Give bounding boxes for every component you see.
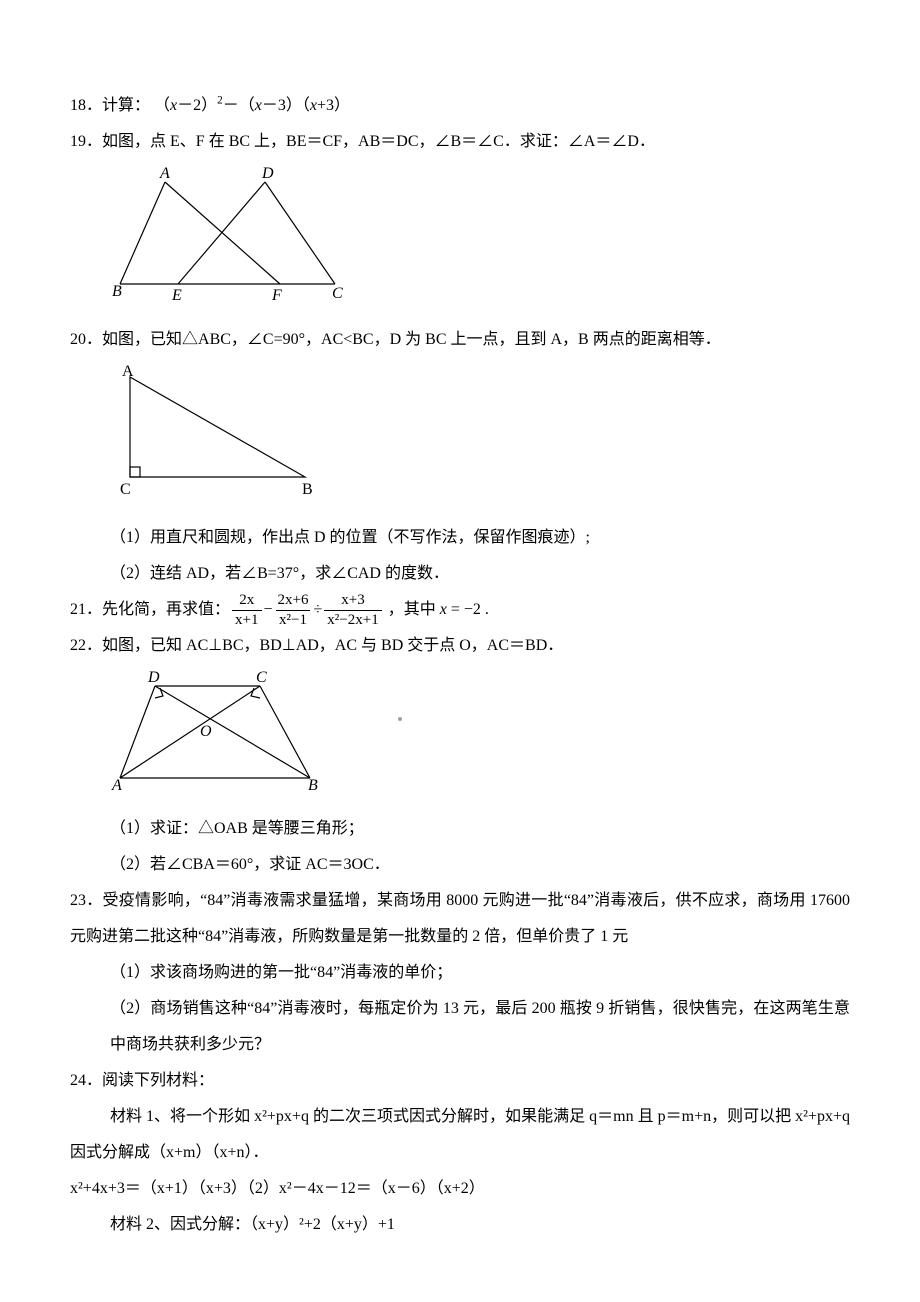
q22-part1: （1）求证：△OAB 是等腰三角形； <box>70 811 850 847</box>
label-B: B <box>302 481 313 498</box>
q22-figure: D C A B O <box>110 668 850 807</box>
q23-text: 受疫情影响，“84”消毒液需求量猛增，某商场用 8000 元购进一批“84”消毒… <box>70 892 850 945</box>
question-24: 24．阅读下列材料： <box>70 1063 850 1099</box>
q24-example: x²+4x+3＝（x+1）（x+3）（2）x²－4x－12＝（x－6）（x+2） <box>70 1171 850 1207</box>
minus-sign: − <box>264 592 273 628</box>
q18-num: 18． <box>70 97 102 114</box>
page: 18．计算： （x－2）2－（x－3）（x+3） 19．如图，点 E、F 在 B… <box>0 0 920 1283</box>
label-C: C <box>332 285 343 302</box>
q20-part2: （2）连结 AD，若∠B=37°，求∠CAD 的度数． <box>70 556 850 592</box>
q21-mid: ，其中 <box>388 592 436 628</box>
label-A: A <box>111 777 122 793</box>
divide-sign: ÷ <box>314 592 323 628</box>
q18-text: 计算： （x－2）2－（x－3）（x+3） <box>102 97 350 114</box>
label-A: A <box>122 363 134 380</box>
question-22: 22．如图，已知 AC⊥BC，BD⊥AD，AC 与 BD 交于点 O，AC＝BD… <box>70 628 850 664</box>
q23-num: 23． <box>70 892 103 909</box>
label-A: A <box>159 165 170 182</box>
q19-num: 19． <box>70 133 102 150</box>
label-E: E <box>171 287 182 304</box>
question-23: 23．受疫情影响，“84”消毒液需求量猛增，某商场用 8000 元购进一批“84… <box>70 883 850 955</box>
q24-material2: 材料 2、因式分解：（x+y）²+2（x+y）+1 <box>70 1207 850 1243</box>
q22-text: 如图，已知 AC⊥BC，BD⊥AD，AC 与 BD 交于点 O，AC＝BD． <box>102 637 563 654</box>
label-O: O <box>200 723 212 740</box>
q19-text: 如图，点 E、F 在 BC 上，BE＝CF，AB＝DC，∠B＝∠C．求证：∠A＝… <box>102 133 655 150</box>
q20-part1: （1）用直尺和圆规，作出点 D 的位置（不写作法，保留作图痕迹）; <box>70 520 850 556</box>
frac-2: 2x+6 x²−1 <box>275 592 312 628</box>
label-D: D <box>261 165 274 182</box>
q24-material1: 材料 1、将一个形如 x²+px+q 的二次三项式因式分解时，如果能满足 q＝m… <box>70 1099 850 1171</box>
q19-figure: A D B C E F <box>110 164 850 318</box>
q24-text: 阅读下列材料： <box>102 1072 214 1089</box>
frac-1: 2x x+1 <box>232 592 261 628</box>
question-20: 20．如图，已知△ABC，∠C=90°，AC<BC，D 为 BC 上一点，且到 … <box>70 322 850 358</box>
q20-figure: A C B <box>110 362 850 516</box>
q20-num: 20． <box>70 331 102 348</box>
label-D: D <box>147 669 160 686</box>
label-B: B <box>308 777 318 793</box>
q21-num: 21． <box>70 592 102 628</box>
q22-part2: （2）若∠CBA＝60°，求证 AC＝3OC． <box>70 847 850 883</box>
question-21: 21． 先化简，再求值： 2x x+1 − 2x+6 x²−1 ÷ x+3 x²… <box>70 592 850 628</box>
label-B: B <box>112 283 122 300</box>
q22-num: 22． <box>70 637 102 654</box>
label-C: C <box>120 481 131 498</box>
frac-3: x+3 x²−2x+1 <box>324 592 381 628</box>
q21-tail: x = −2 . <box>440 592 489 628</box>
q23-part2: （2）商场销售这种“84”消毒液时，每瓶定价为 13 元，最后 200 瓶按 9… <box>70 991 850 1063</box>
label-F: F <box>271 287 282 304</box>
q21-lead: 先化简，再求值： <box>102 592 230 628</box>
question-19: 19．如图，点 E、F 在 BC 上，BE＝CF，AB＝DC，∠B＝∠C．求证：… <box>70 124 850 160</box>
q24-num: 24． <box>70 1072 102 1089</box>
q23-part1: （1）求该商场购进的第一批“84”消毒液的单价； <box>70 955 850 991</box>
label-C: C <box>256 669 267 686</box>
question-18: 18．计算： （x－2）2－（x－3）（x+3） <box>70 88 850 124</box>
q20-text: 如图，已知△ABC，∠C=90°，AC<BC，D 为 BC 上一点，且到 A，B… <box>102 331 721 348</box>
page-center-marker <box>390 715 410 723</box>
